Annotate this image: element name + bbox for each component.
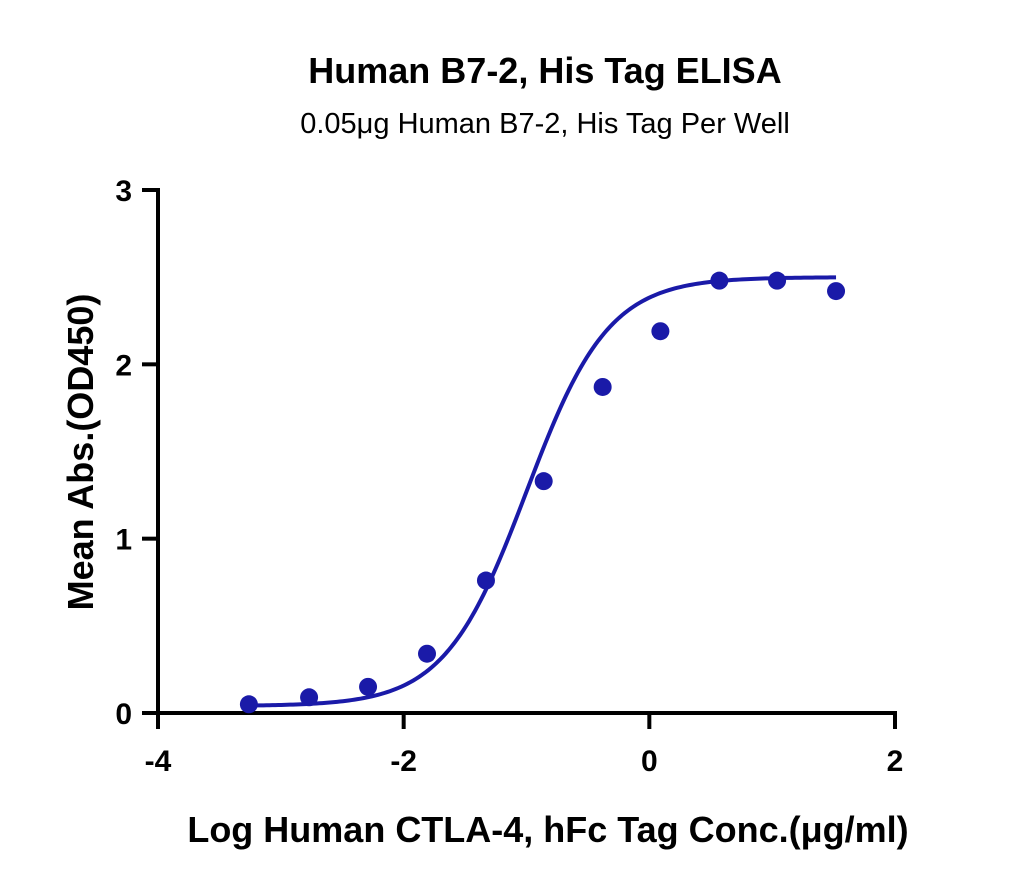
chart-title: Human B7-2, His Tag ELISA <box>308 50 781 91</box>
y-axis-label: Mean Abs.(OD450) <box>60 294 101 611</box>
y-tick-label: 3 <box>115 175 132 208</box>
data-point <box>239 695 258 714</box>
data-point <box>359 677 378 696</box>
fit-curve-layer <box>248 275 837 708</box>
chart-subtitle: 0.05μg Human B7-2, His Tag Per Well <box>300 108 790 140</box>
data-point <box>768 271 787 290</box>
x-tick-label: 0 <box>641 745 658 778</box>
x-tick-label: 2 <box>887 745 904 778</box>
data-point <box>418 644 437 663</box>
y-tick-label: 0 <box>115 698 132 731</box>
data-point <box>476 571 495 590</box>
data-point <box>710 271 729 290</box>
y-axis: 0 1 2 3 <box>115 175 160 731</box>
data-point <box>651 322 670 341</box>
data-point <box>827 282 846 301</box>
data-points-layer <box>239 271 846 714</box>
y-tick-label: 2 <box>115 349 132 382</box>
x-tick-label: -2 <box>390 745 417 778</box>
fit-curve <box>248 275 837 708</box>
x-axis: -4 -2 0 2 <box>145 711 904 778</box>
data-point <box>534 472 553 491</box>
y-tick-label: 1 <box>115 524 132 557</box>
x-tick-label: -4 <box>145 745 172 778</box>
data-point <box>300 688 319 707</box>
data-point <box>593 377 612 396</box>
x-axis-label: Log Human CTLA-4, hFc Tag Conc.(μg/ml) <box>187 809 908 850</box>
